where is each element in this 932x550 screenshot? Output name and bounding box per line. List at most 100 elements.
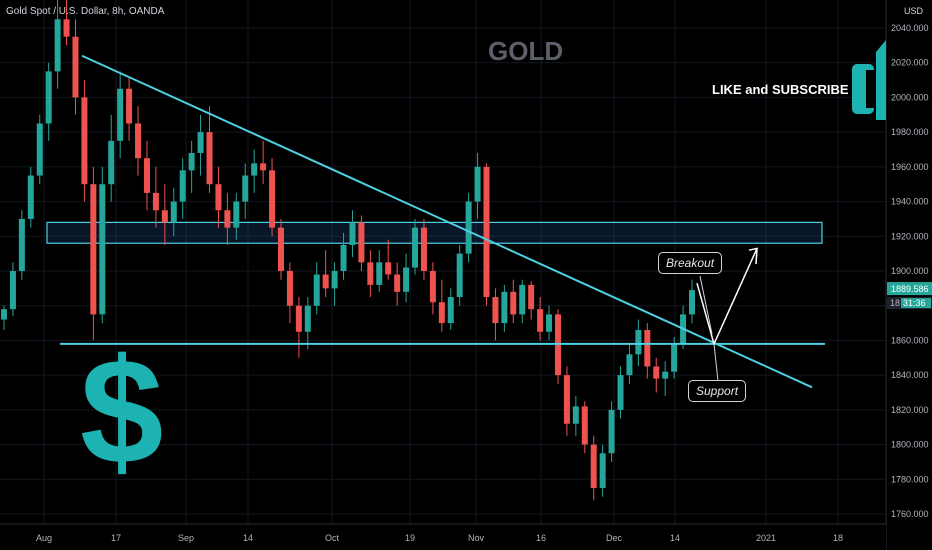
resistance-zone bbox=[46, 221, 823, 244]
candle-body bbox=[63, 19, 70, 37]
price-axis-bg bbox=[886, 0, 932, 550]
time-tick-label: Oct bbox=[325, 533, 340, 543]
breakout-pointer bbox=[699, 275, 713, 335]
price-tick-label: 1780.000 bbox=[891, 474, 929, 484]
candle-body bbox=[385, 262, 392, 275]
candle-body bbox=[689, 290, 695, 315]
price-tick-label: 1980.000 bbox=[891, 127, 929, 137]
candle-body bbox=[72, 36, 79, 98]
support-pointer bbox=[713, 343, 719, 382]
price-badges: 1889.586 18 31:36 bbox=[887, 282, 932, 310]
candle-body bbox=[528, 284, 535, 310]
candle-body bbox=[537, 309, 544, 332]
candle-body bbox=[18, 218, 25, 271]
candle-body bbox=[277, 227, 284, 271]
partial-price-label: 18 bbox=[890, 298, 900, 308]
candle-body bbox=[242, 175, 249, 202]
time-tick-label: 19 bbox=[405, 533, 415, 543]
candle-body bbox=[322, 274, 329, 289]
thumb-gap bbox=[866, 70, 876, 108]
price-tick-label: 1900.000 bbox=[891, 266, 929, 276]
candle-body bbox=[45, 71, 52, 124]
candle-body bbox=[1, 309, 7, 320]
thumbs-up-icon bbox=[852, 40, 886, 120]
candle-body bbox=[295, 305, 302, 332]
candle-body bbox=[152, 192, 159, 211]
candle-body bbox=[9, 271, 16, 310]
candle-body bbox=[197, 132, 204, 153]
candle-body bbox=[653, 366, 660, 379]
candle-body bbox=[456, 253, 463, 298]
candle-body bbox=[215, 184, 222, 211]
candle-body bbox=[394, 274, 401, 292]
candle-body bbox=[599, 453, 606, 488]
candle-body bbox=[117, 88, 124, 141]
candle-body bbox=[170, 201, 177, 223]
price-tick-label: 1800.000 bbox=[891, 440, 929, 450]
candle-body bbox=[304, 305, 311, 332]
candle-body bbox=[349, 222, 356, 245]
time-tick-label: 2021 bbox=[756, 533, 776, 543]
candle-body bbox=[474, 166, 481, 202]
candle-body bbox=[617, 375, 624, 410]
candle-body bbox=[447, 297, 454, 324]
candle-body bbox=[608, 409, 615, 454]
candle-body bbox=[286, 271, 293, 306]
chart-watermark: GOLD bbox=[488, 36, 564, 66]
candle-body bbox=[563, 375, 570, 424]
dollar-sign-icon: $ bbox=[80, 327, 164, 495]
candle-body bbox=[519, 284, 526, 315]
candle-body bbox=[626, 354, 633, 376]
candle-body bbox=[572, 406, 579, 424]
countdown-text: 31:36 bbox=[903, 298, 926, 308]
candle-body bbox=[313, 274, 320, 306]
candle-body bbox=[99, 184, 106, 315]
candle-body bbox=[429, 271, 436, 303]
last-price-text: 1889.586 bbox=[891, 284, 929, 294]
candle-body bbox=[81, 97, 88, 185]
candle-body bbox=[438, 302, 445, 324]
candle-body bbox=[54, 19, 61, 72]
projected-move-path bbox=[696, 248, 758, 347]
time-tick-label: 14 bbox=[670, 533, 680, 543]
price-tick-label: 2020.000 bbox=[891, 58, 929, 68]
candle-body bbox=[206, 132, 213, 185]
price-tick-label: 2040.000 bbox=[891, 23, 929, 33]
breakout-callout: Breakout bbox=[658, 252, 723, 274]
candle-body bbox=[260, 163, 267, 171]
price-tick-label: 1820.000 bbox=[891, 405, 929, 415]
candle-body bbox=[671, 343, 678, 372]
time-tick-label: Dec bbox=[606, 533, 623, 543]
price-tick-label: 1920.000 bbox=[891, 231, 929, 241]
candle-body bbox=[108, 140, 115, 185]
countdown-chip bbox=[901, 298, 931, 309]
candle-body bbox=[465, 201, 472, 254]
candle-body bbox=[331, 271, 338, 289]
price-tick-label: 2000.000 bbox=[891, 92, 929, 102]
candle-body bbox=[251, 163, 258, 176]
time-tick-label: 16 bbox=[536, 533, 546, 543]
candle-body bbox=[492, 297, 499, 324]
candle-body bbox=[367, 262, 374, 285]
price-tick-label: 1860.000 bbox=[891, 335, 929, 345]
promo-text: LIKE and SUBSCRIBE bbox=[712, 82, 849, 97]
drawing-lines bbox=[60, 54, 825, 389]
price-tick-label: 1760.000 bbox=[891, 509, 929, 519]
time-tick-label: Nov bbox=[468, 533, 485, 543]
trendline bbox=[81, 54, 813, 389]
candle-body bbox=[358, 222, 365, 263]
candle-body bbox=[635, 330, 642, 355]
thumb-body bbox=[876, 40, 886, 120]
price-tick-label: 1940.000 bbox=[891, 197, 929, 207]
support-callout: Support bbox=[688, 380, 747, 402]
price-tick-label: 1840.000 bbox=[891, 370, 929, 380]
candle-body bbox=[412, 227, 419, 268]
price-axis: USD 2040.000 2020.000 2000.000 1980.000 1960.… bbox=[885, 0, 932, 550]
candle-body bbox=[644, 330, 651, 367]
price-tick-label: 1960.000 bbox=[891, 162, 929, 172]
candle-body bbox=[90, 184, 97, 315]
candle-body bbox=[340, 244, 347, 271]
candle-body bbox=[546, 314, 553, 332]
time-tick-label: 18 bbox=[833, 533, 843, 543]
